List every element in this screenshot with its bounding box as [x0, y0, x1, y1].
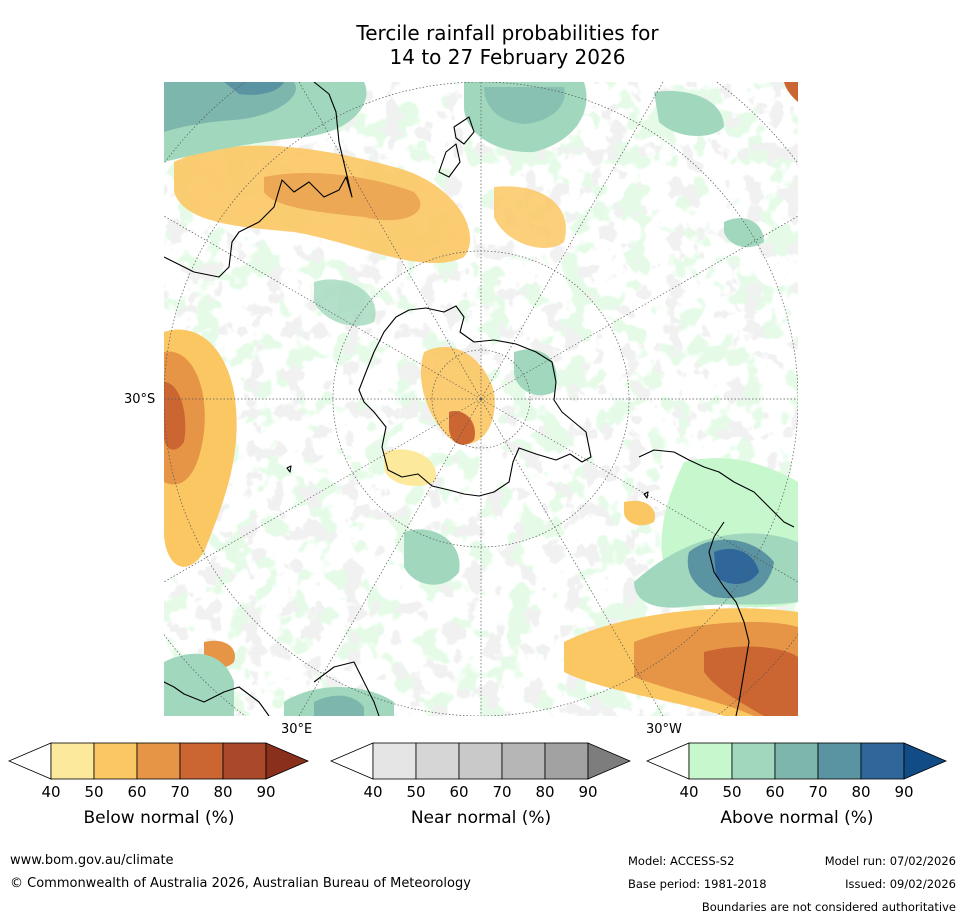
- colorbar-tick-label: 60: [765, 783, 785, 801]
- australia-coast: [164, 82, 353, 278]
- colorbar-tick-label: 60: [449, 783, 469, 801]
- colorbar-near-normal: 40 50 60 70 80 90 Near normal (%): [329, 742, 632, 828]
- colorbar-tick-label: 50: [722, 783, 742, 801]
- colorbar-segment: [731, 742, 776, 780]
- colorbar-tick-label: 70: [170, 783, 190, 801]
- colorbar-segment: [544, 742, 589, 780]
- colorbar-tick-label: 90: [894, 783, 914, 801]
- colorbar-high-extension: [903, 742, 948, 780]
- lon-label-30w: 30°W: [646, 722, 682, 737]
- colorbar-high-extension: [265, 742, 310, 780]
- colorbar-label: Below normal (%): [83, 808, 235, 828]
- colorbar-tick-label: 80: [535, 783, 555, 801]
- antarctica-coast: [358, 305, 592, 497]
- title-line-2: 14 to 27 February 2026: [389, 45, 626, 69]
- colorbar-low-extension: [7, 742, 52, 780]
- map-title: Tercile rainfall probabilities for 14 to…: [0, 21, 965, 69]
- footer-copyright: © Commonwealth of Australia 2026, Austra…: [10, 876, 471, 891]
- footer-url: www.bom.gov.au/climate: [10, 853, 174, 868]
- footer-disclaimer: Boundaries are not considered authoritat…: [701, 900, 956, 914]
- colorbar-tick-label: 70: [808, 783, 828, 801]
- colorbar-tick-label: 90: [256, 783, 276, 801]
- lat-label-30s: 30°S: [124, 392, 156, 407]
- colorbar-segment: [458, 742, 503, 780]
- colorbar-below-normal: 40 50 60 70 80 90 Below normal (%): [7, 742, 310, 828]
- graticule: [164, 82, 798, 716]
- colorbar-segment: [860, 742, 905, 780]
- colorbar-low-extension: [329, 742, 374, 780]
- colorbar-segment: [372, 742, 417, 780]
- colorbar-svg: [329, 742, 632, 780]
- colorbar-tick-label: 40: [679, 783, 699, 801]
- new-zealand-coast: [438, 116, 475, 178]
- colorbar-svg: [7, 742, 310, 780]
- colorbar-tick-label: 40: [41, 783, 61, 801]
- colorbar-label: Above normal (%): [720, 808, 874, 828]
- title-line-1: Tercile rainfall probabilities for: [356, 21, 659, 45]
- colorbar-tick-label: 40: [363, 783, 383, 801]
- colorbar-segment: [93, 742, 138, 780]
- colorbar-segment: [774, 742, 819, 780]
- island-marks: [286, 465, 649, 499]
- colorbar-segment: [501, 742, 546, 780]
- colorbar-tick-label: 90: [578, 783, 598, 801]
- colorbar-segment: [136, 742, 181, 780]
- footer-model: Model: ACCESS-S2: [628, 854, 735, 868]
- colorbar-tick-label: 80: [213, 783, 233, 801]
- colorbar-above-normal: 40 50 60 70 80 90 Above normal (%): [645, 742, 948, 828]
- colorbar-tick-label: 80: [851, 783, 871, 801]
- forecast-map: [164, 82, 798, 716]
- footer-base-period: Base period: 1981-2018: [628, 877, 767, 891]
- colorbar-tick-label: 60: [127, 783, 147, 801]
- colorbar-tick-label: 70: [492, 783, 512, 801]
- colorbar-ticks: 40 50 60 70 80 90: [647, 783, 947, 803]
- colorbar-svg: [645, 742, 948, 780]
- below-normal-regions: [164, 82, 798, 716]
- coastlines: [164, 82, 795, 716]
- colorbar-tick-label: 50: [84, 783, 104, 801]
- colorbar-segment: [817, 742, 862, 780]
- colorbar-segment: [179, 742, 224, 780]
- footer-model-run: Model run: 07/02/2026: [824, 854, 956, 868]
- colorbar-segment: [222, 742, 267, 780]
- colorbar-tick-label: 50: [406, 783, 426, 801]
- map-svg: [164, 82, 798, 716]
- footer-issued: Issued: 09/02/2026: [845, 877, 956, 891]
- south-america-coast: [638, 449, 795, 716]
- colorbar-low-extension: [645, 742, 690, 780]
- lon-label-30e: 30°E: [281, 722, 313, 737]
- colorbar-label: Near normal (%): [410, 808, 552, 828]
- colorbar-ticks: 40 50 60 70 80 90: [9, 783, 309, 803]
- colorbar-segment: [50, 742, 95, 780]
- colorbar-segment: [688, 742, 733, 780]
- colorbar-ticks: 40 50 60 70 80 90: [331, 783, 631, 803]
- colorbar-high-extension: [587, 742, 632, 780]
- africa-coast: [164, 661, 380, 716]
- colorbar-segment: [415, 742, 460, 780]
